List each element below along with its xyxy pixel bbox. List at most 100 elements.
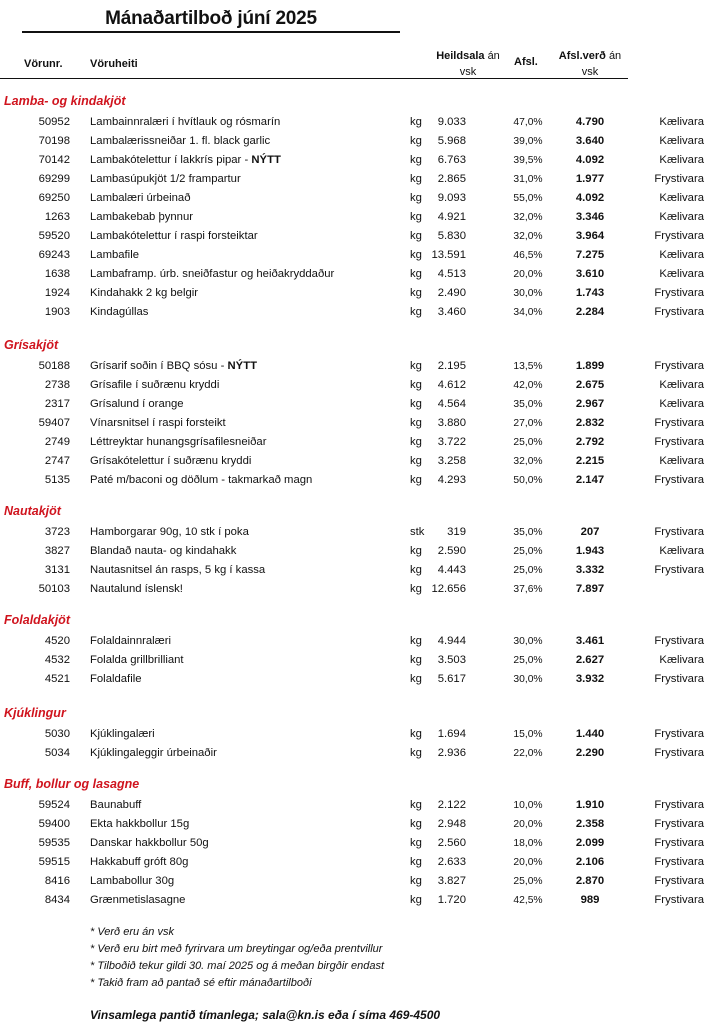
wholesale-price: 4.564: [437, 398, 466, 410]
discount: 25,0%: [513, 565, 543, 576]
unit: kg: [410, 564, 422, 576]
product-name: Kindagúllas: [90, 303, 148, 322]
product-name: Vínarsnitsel í raspi forsteikt: [90, 414, 226, 433]
wholesale-price: 2.865: [437, 173, 466, 185]
discount: 13,5%: [513, 361, 543, 372]
wholesale-price: 4.921: [437, 211, 466, 223]
discounted-price: 4.092: [575, 192, 605, 204]
discounted-price: 7.275: [575, 249, 605, 261]
unit: kg: [410, 728, 422, 740]
table-row: 5135 Paté m/baconi og döðlum - takmarkað …: [0, 471, 708, 490]
discount: 20,0%: [513, 857, 543, 868]
product-name-text: Grísakótelettur í suðrænu kryddi: [90, 455, 252, 467]
storage-type: Frystivara: [654, 526, 704, 538]
product-name: Kjúklingaleggir úrbeinaðir: [90, 744, 217, 763]
discount: 47,0%: [513, 117, 543, 128]
product-name: Lambakótelettur í lakkrís pipar - NÝTT: [90, 151, 281, 170]
unit: stk: [410, 526, 425, 538]
discount: 25,0%: [513, 876, 543, 887]
discount: 25,0%: [513, 546, 543, 557]
page-title: Mánaðartilboð júní 2025: [105, 8, 317, 29]
storage-type: Frystivara: [654, 856, 704, 868]
wholesale-price: 1.694: [437, 728, 466, 740]
product-name: Ekta hakkbollur 15g: [90, 815, 189, 834]
table-row: 3827 Blandað nauta- og kindahakk kg 2.590 25…: [0, 542, 708, 561]
footnote: * Verð eru birt með fyrirvara um breytin…: [90, 943, 383, 955]
product-name: Lambalæri úrbeinað: [90, 189, 190, 208]
product-name: Lambabollur 30g: [90, 872, 174, 891]
discount: 39,0%: [513, 136, 543, 147]
product-number: 1638: [44, 268, 70, 280]
discount: 22,0%: [513, 748, 543, 759]
table-row: 8434 Grænmetislasagne kg 1.720 42,5% 989 Fryst…: [0, 891, 708, 910]
product-number: 1903: [44, 306, 70, 318]
product-name: Blandað nauta- og kindahakk: [90, 542, 236, 561]
product-number: 59520: [38, 230, 70, 242]
discounted-price: 1.943: [575, 545, 605, 557]
table-row: 5034 Kjúklingaleggir úrbeinaðir kg 2.936 22,…: [0, 744, 708, 763]
product-name-text: Lambakótelettur í lakkrís pipar -: [90, 154, 252, 166]
col-header-price-vsk: vsk: [459, 66, 477, 78]
wholesale-price: 3.503: [437, 654, 466, 666]
section-heading: Folaldakjöt: [4, 613, 70, 627]
unit: kg: [410, 474, 422, 486]
product-number: 5135: [44, 474, 70, 486]
unit: kg: [410, 818, 422, 830]
product-number: 69243: [38, 249, 70, 261]
product-number: 8434: [44, 894, 70, 906]
product-number: 69299: [38, 173, 70, 185]
discounted-price: 4.092: [575, 154, 605, 166]
unit: kg: [410, 192, 422, 204]
discount: 27,0%: [513, 418, 543, 429]
wholesale-price: 2.195: [437, 360, 466, 372]
title-underline: [22, 31, 400, 33]
discounted-price: 1.440: [575, 728, 605, 740]
wholesale-price: 4.944: [437, 635, 466, 647]
wholesale-price: 9.033: [437, 116, 466, 128]
wholesale-price: 2.122: [437, 799, 466, 811]
product-name: Léttreyktar hunangsgrísafilesneiðar: [90, 433, 266, 452]
table-row: 4520 Folaldainnralæri kg 4.944 30,0% 3.461 Fry…: [0, 632, 708, 651]
table-row: 50188 Grísarif soðin í BBQ sósu - NÝTT kg 2…: [0, 357, 708, 376]
wholesale-price: 3.460: [437, 306, 466, 318]
discounted-price: 3.932: [575, 673, 605, 685]
storage-type: Frystivara: [654, 728, 704, 740]
product-number: 4532: [44, 654, 70, 666]
product-name-text: Hamborgarar 90g, 10 stk í poka: [90, 526, 249, 538]
product-number: 69250: [38, 192, 70, 204]
discounted-price: 2.106: [575, 856, 605, 868]
product-name-text: Folaldafile: [90, 673, 142, 685]
product-name: Lambakebab þynnur: [90, 208, 193, 227]
discount: 37,6%: [513, 584, 543, 595]
discount: 42,0%: [513, 380, 543, 391]
storage-type: Frystivara: [654, 894, 704, 906]
unit: kg: [410, 436, 422, 448]
product-name: Grísalund í orange: [90, 395, 184, 414]
unit: kg: [410, 116, 422, 128]
unit: kg: [410, 654, 422, 666]
discounted-price: 4.790: [575, 116, 605, 128]
table-row: 59407 Vínarsnitsel í raspi forsteikt kg 3.8…: [0, 414, 708, 433]
product-name: Lambakótelettur í raspi forsteiktar: [90, 227, 258, 246]
product-name-text: Lambalæri úrbeinað: [90, 192, 191, 204]
discounted-price: 2.215: [575, 455, 605, 467]
product-number: 2738: [44, 379, 70, 391]
table-row: 69250 Lambalæri úrbeinað kg 9.093 55,0% 4.092…: [0, 189, 708, 208]
discount: 35,0%: [513, 399, 543, 410]
table-row: 4521 Folaldafile kg 5.617 30,0% 3.932 Frystiva…: [0, 670, 708, 689]
unit: kg: [410, 875, 422, 887]
product-name-text: Folalda grillbrilliant: [90, 654, 184, 666]
product-number: 59535: [38, 837, 70, 849]
product-name-text: Lambalærissneiðar 1. fl. black garlic: [90, 135, 271, 147]
product-name-text: Grísalund í orange: [90, 398, 184, 410]
wholesale-price: 12.656: [431, 583, 466, 595]
unit: kg: [410, 287, 422, 299]
table-row: 2317 Grísalund í orange kg 4.564 35,0% 2.967 K…: [0, 395, 708, 414]
table-row: 70142 Lambakótelettur í lakkrís pipar - N…: [0, 151, 708, 170]
col-header-number: Vörunr.: [24, 58, 63, 70]
unit: kg: [410, 894, 422, 906]
discounted-price: 1.977: [575, 173, 605, 185]
section-heading: Buff, bollur og lasagne: [4, 777, 140, 791]
product-number: 50188: [38, 360, 70, 372]
discounted-price: 3.964: [575, 230, 605, 242]
